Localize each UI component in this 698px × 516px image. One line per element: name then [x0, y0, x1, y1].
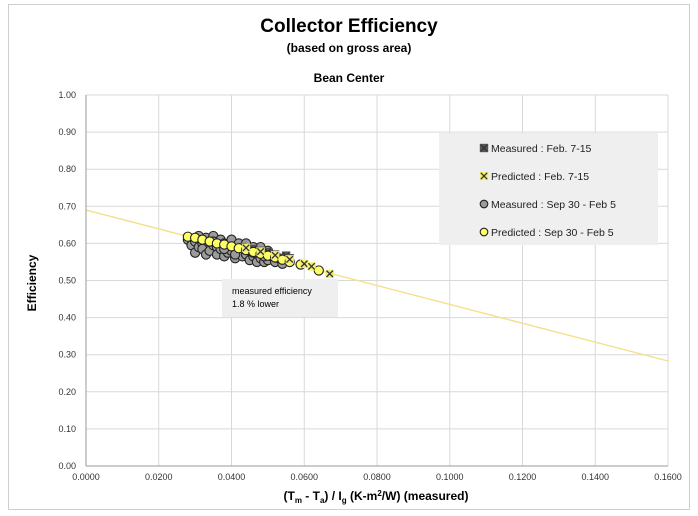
y-tick-label: 1.00 — [58, 90, 76, 100]
y-tick-label: 0.00 — [58, 461, 76, 471]
annotation-line-1: measured efficiency — [232, 286, 312, 296]
data-points — [182, 230, 334, 279]
y-tick-label: 0.90 — [58, 127, 76, 137]
x-axis-label-part: 2 — [377, 489, 382, 498]
x-axis-label-part: /W) (measured) — [382, 489, 469, 503]
data-point-series-1 — [325, 269, 334, 279]
y-tick-label: 0.50 — [58, 276, 76, 286]
chart-subtitle: (based on gross area) — [286, 41, 412, 55]
legend-marker-2 — [479, 199, 489, 209]
x-tick-label: 0.0200 — [145, 472, 173, 482]
y-tick-label: 0.60 — [58, 238, 76, 248]
x-tick-label: 0.0000 — [72, 472, 100, 482]
data-point-series-1 — [307, 262, 316, 271]
chart-frame — [8, 4, 690, 510]
legend-marker-0 — [479, 143, 489, 153]
data-point-series-1 — [285, 255, 294, 264]
y-tick-label: 0.40 — [58, 313, 76, 323]
y-tick-label: 0.70 — [58, 201, 76, 211]
y-tick-label: 0.20 — [58, 387, 76, 397]
x-axis-label: (Tm - Ta) / Ig (K-m2/W) (measured) — [284, 489, 469, 505]
x-tick-label: 0.1200 — [509, 472, 537, 482]
legend-label-1: Predicted : Feb. 7-15 — [491, 171, 589, 183]
chart-site-label: Bean Center — [313, 71, 385, 85]
data-point-series-1 — [241, 243, 251, 253]
axes — [85, 95, 668, 467]
data-point-series-1 — [256, 247, 265, 256]
legend-marker-1 — [479, 171, 489, 181]
x-axis-label-part: m — [295, 496, 302, 505]
x-tick-label: 0.1600 — [654, 472, 682, 482]
x-axis-label-part: g — [342, 496, 347, 505]
x-tick-label: 0.0400 — [218, 472, 246, 482]
y-axis-label: Efficiency — [25, 254, 39, 311]
x-axis-label-part: a — [320, 496, 325, 505]
data-point-series-1 — [300, 259, 309, 269]
x-tick-label: 0.1000 — [436, 472, 464, 482]
x-tick-label: 0.1400 — [581, 472, 609, 482]
x-axis-label-part: (T — [284, 489, 296, 503]
legend-label-0: Measured : Feb. 7-15 — [491, 143, 592, 155]
legend-label-2: Measured : Sep 30 - Feb 5 — [491, 199, 616, 211]
y-tick-label: 0.10 — [58, 424, 76, 434]
legend-marker-3 — [479, 227, 489, 237]
tick-labels: 0.00 0.10 0.20 0.30 0.40 0.50 0.60 0.70 0.80 0.90… — [58, 90, 681, 482]
chart-title: Collector Efficiency — [260, 16, 438, 37]
annotation-line-2: 1.8 % lower — [232, 299, 279, 309]
legend-label-3: Predicted : Sep 30 - Feb 5 — [491, 227, 614, 239]
annotation: measured efficiency 1.8 % lower — [222, 279, 338, 317]
x-tick-label: 0.0600 — [290, 472, 318, 482]
x-axis-label-part: ) / I — [324, 489, 341, 503]
y-tick-label: 0.80 — [58, 164, 76, 174]
data-point-series-1 — [270, 251, 280, 260]
legend: Measured : Feb. 7-15 Predicted : Feb. 7-1… — [439, 133, 658, 245]
x-axis-label-part: - T — [302, 489, 321, 503]
annotation-box — [222, 279, 338, 317]
y-tick-label: 0.30 — [58, 350, 76, 360]
x-axis-label-part: (K-m — [347, 489, 378, 503]
legend-box — [439, 133, 658, 245]
x-tick-label: 0.0800 — [363, 472, 391, 482]
